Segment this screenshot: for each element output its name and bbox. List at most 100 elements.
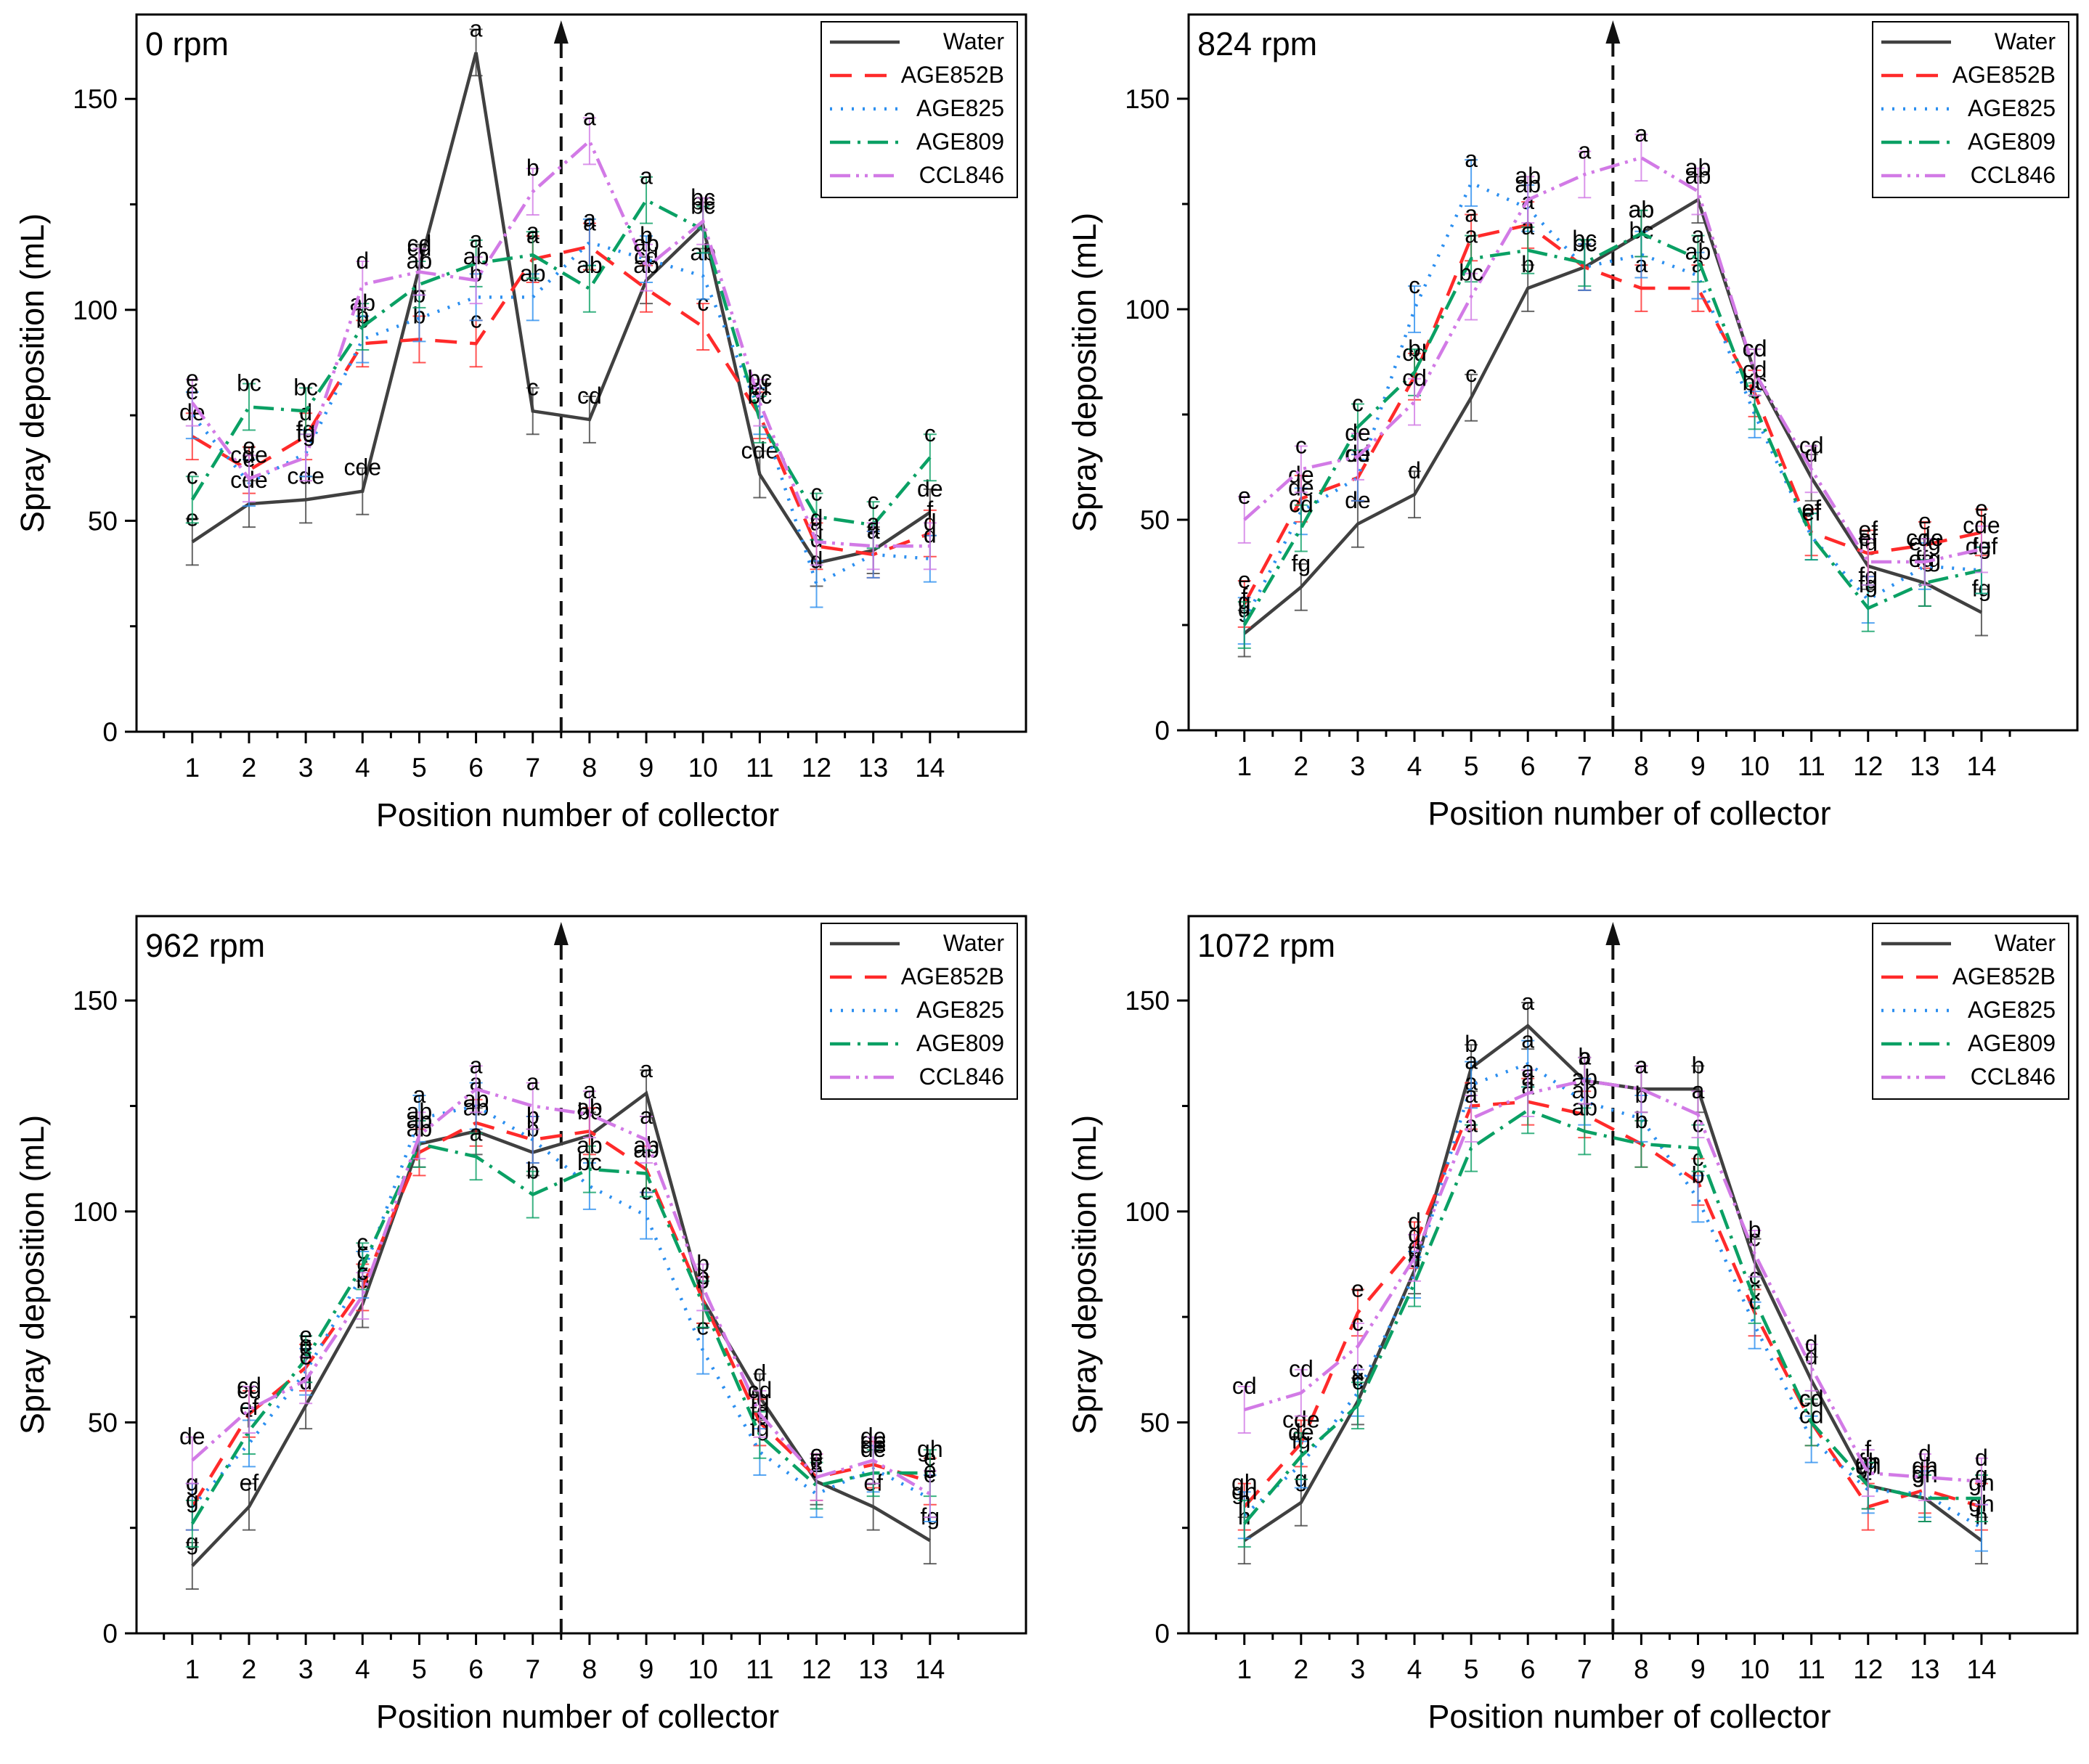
data-label: cd	[747, 1377, 772, 1403]
data-label: de	[1288, 1419, 1314, 1445]
x-axis-title: Position number of collector	[1428, 1698, 1831, 1735]
data-label: b	[696, 1250, 709, 1276]
data-label: h	[1238, 1487, 1251, 1513]
legend-entry: CCL846	[919, 162, 1004, 188]
data-label: fg	[1291, 550, 1311, 576]
y-tick-label: 0	[1155, 1619, 1170, 1649]
data-label: ab	[463, 243, 489, 269]
data-label: a	[1465, 1048, 1478, 1074]
x-tick-label: 13	[1910, 751, 1939, 781]
data-label: a	[1521, 213, 1534, 240]
data-label: a	[1521, 1056, 1534, 1082]
series-line	[1244, 1079, 1982, 1484]
data-label: b	[1408, 335, 1421, 362]
x-axis-title: Position number of collector	[376, 796, 779, 833]
x-tick-label: 10	[688, 753, 718, 783]
data-label: c	[1295, 432, 1307, 458]
legend-entry: CCL846	[1971, 162, 2056, 188]
data-label: c	[187, 462, 198, 489]
data-label: bc	[1459, 260, 1483, 286]
x-tick-label: 4	[1407, 1654, 1422, 1684]
data-label: b	[1465, 1031, 1478, 1057]
data-label: ab	[633, 231, 659, 257]
legend-entry: AGE852B	[901, 62, 1004, 88]
x-tick-label: 5	[412, 753, 427, 783]
data-label: b	[1748, 1217, 1762, 1243]
data-label: e	[1351, 1275, 1364, 1302]
x-tick-label: 11	[746, 1654, 773, 1684]
data-label: a	[640, 1056, 653, 1082]
x-tick-label: 8	[582, 1654, 598, 1684]
x-tick-label: 3	[1351, 751, 1366, 781]
data-label: g	[1238, 588, 1251, 614]
data-label: bc	[747, 366, 772, 392]
data-label: ab	[1629, 197, 1655, 223]
y-tick-label: 150	[73, 84, 118, 114]
data-label: cd	[237, 1373, 261, 1399]
legend-entry: Water	[1995, 28, 2056, 54]
x-tick-label: 7	[525, 1654, 540, 1684]
data-label: e	[810, 1440, 823, 1466]
x-tick-label: 6	[468, 1654, 484, 1684]
data-label: d	[1408, 1221, 1421, 1247]
data-label: a	[640, 1103, 653, 1129]
data-label: b	[1692, 1161, 1705, 1188]
y-tick-label: 100	[73, 295, 118, 325]
data-label: f	[927, 497, 933, 523]
x-tick-label: 5	[412, 1654, 427, 1684]
x-tick-label: 11	[746, 753, 773, 783]
data-label: a	[1465, 200, 1478, 226]
data-label: cd	[1799, 432, 1824, 458]
x-tick-label: 10	[1740, 751, 1770, 781]
series-line	[1242, 223, 1982, 605]
data-label: cd	[407, 235, 432, 261]
x-tick-label: 9	[1690, 1654, 1706, 1684]
x-tick-label: 8	[582, 753, 598, 783]
data-label: ef	[240, 1470, 259, 1496]
x-tick-label: 4	[355, 1654, 370, 1684]
data-label: b	[1692, 1052, 1705, 1078]
x-tick-label: 9	[1690, 751, 1706, 781]
data-label: bc	[691, 184, 715, 211]
data-label: d	[1408, 457, 1421, 483]
data-label: gh	[917, 1436, 943, 1462]
data-label: e	[243, 433, 256, 460]
data-label: bc	[237, 369, 261, 396]
data-label: e	[1975, 495, 1988, 521]
x-tick-label: 13	[858, 1654, 888, 1684]
legend-entry: Water	[943, 28, 1005, 54]
legend: Water AGE852B AGE825 AGE809 CCL846	[820, 923, 1018, 1100]
series-line	[191, 52, 932, 565]
data-label: de	[179, 1424, 205, 1450]
data-label: a	[1692, 221, 1705, 248]
y-axis-title: Spray deposition (mL)	[14, 1115, 51, 1434]
data-label: cde	[1906, 525, 1944, 551]
divider-arrow-icon	[1605, 922, 1621, 945]
y-tick-label: 100	[1125, 1197, 1170, 1227]
y-tick-label: 50	[1140, 505, 1170, 535]
y-tick-label: 100	[73, 1197, 118, 1227]
data-label: a	[1521, 989, 1534, 1015]
legend-entry: Water	[1995, 930, 2056, 956]
plot-frame	[1187, 915, 2079, 1635]
x-tick-label: 14	[1966, 751, 1996, 781]
data-label: b	[640, 222, 653, 248]
x-tick-label: 1	[1237, 751, 1252, 781]
data-label: d	[1408, 1208, 1421, 1234]
x-tick-label: 4	[1407, 751, 1422, 781]
data-label: a	[1634, 1052, 1648, 1078]
series-AGE825: ghfgcdaaabbbccdghghgh	[1231, 1026, 1995, 1552]
series-line	[1243, 1061, 1983, 1530]
data-label: e	[810, 1440, 823, 1466]
data-label: e	[299, 1343, 312, 1369]
data-label: d	[1975, 1445, 1988, 1471]
y-tick-label: 150	[1125, 84, 1170, 114]
series-line	[191, 245, 931, 557]
data-label: a	[1634, 121, 1648, 147]
data-label: a	[1578, 137, 1591, 163]
x-tick-label: 8	[1634, 751, 1649, 781]
x-tick-label: 10	[688, 1654, 718, 1684]
x-tick-label: 11	[1797, 1654, 1825, 1684]
